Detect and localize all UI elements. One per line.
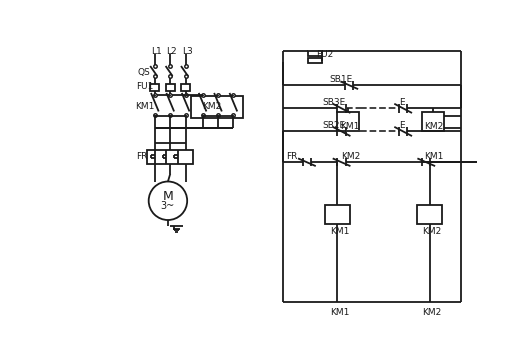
Text: SB1E: SB1E xyxy=(330,75,353,84)
Text: KM2: KM2 xyxy=(203,102,222,111)
Bar xyxy=(191,96,243,118)
Bar xyxy=(150,84,160,91)
Text: SB2E: SB2E xyxy=(322,121,345,130)
Bar xyxy=(165,84,175,91)
Text: L3: L3 xyxy=(182,47,193,56)
Text: KM1: KM1 xyxy=(330,227,349,236)
Bar xyxy=(422,112,444,131)
Text: KM2: KM2 xyxy=(422,308,441,317)
Text: L1: L1 xyxy=(151,47,162,56)
Text: E: E xyxy=(399,98,404,107)
Text: FR: FR xyxy=(136,151,148,161)
Bar xyxy=(147,150,193,164)
Text: L2: L2 xyxy=(167,47,177,56)
Text: FU1: FU1 xyxy=(136,82,154,91)
Text: KM1: KM1 xyxy=(339,122,359,131)
Text: KM2: KM2 xyxy=(425,122,444,131)
Text: FU2: FU2 xyxy=(317,50,334,59)
Text: KM2: KM2 xyxy=(341,151,360,161)
Text: QS: QS xyxy=(137,68,150,77)
Bar xyxy=(181,84,190,91)
Bar xyxy=(418,205,442,224)
Bar xyxy=(308,58,322,63)
Text: KM2: KM2 xyxy=(422,227,441,236)
Text: KM1: KM1 xyxy=(425,151,444,161)
Bar xyxy=(337,112,359,131)
Text: FR: FR xyxy=(287,151,298,161)
Text: 3~: 3~ xyxy=(161,201,175,211)
Bar xyxy=(325,205,350,224)
Text: KM1: KM1 xyxy=(330,308,349,317)
Text: SB3E: SB3E xyxy=(322,98,345,107)
Bar xyxy=(308,51,322,56)
Text: E: E xyxy=(399,121,404,130)
Text: M: M xyxy=(163,190,173,203)
Text: KM1: KM1 xyxy=(136,102,155,111)
